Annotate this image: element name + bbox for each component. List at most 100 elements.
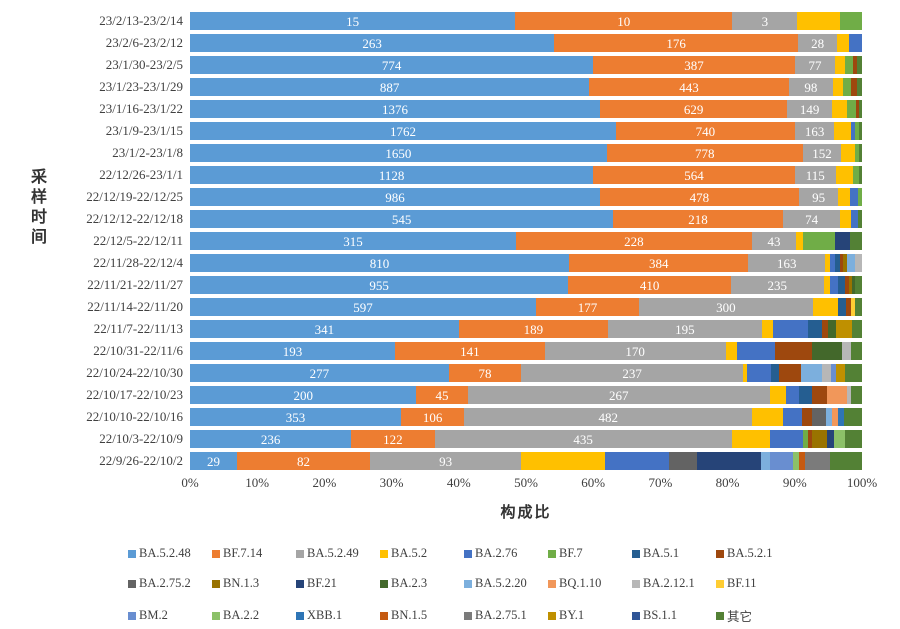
legend-swatch-icon bbox=[296, 611, 304, 620]
bar-segment bbox=[807, 320, 822, 338]
legend-label: BA.2.12.1 bbox=[643, 576, 695, 590]
segment-value-label: 193 bbox=[282, 343, 303, 359]
legend-label: BN.1.5 bbox=[391, 608, 428, 622]
legend-label: BA.5.2 bbox=[391, 546, 428, 560]
legend-label: BF.21 bbox=[307, 576, 337, 590]
bar-segment bbox=[772, 320, 808, 338]
stacked-bar: 986 478 95 bbox=[190, 188, 862, 206]
bar-segment bbox=[844, 408, 862, 426]
category-label: 22/10/31-22/11/6 bbox=[93, 343, 183, 358]
bar-segment: 176 bbox=[554, 34, 799, 52]
stacked-bar: 263 176 28 bbox=[190, 34, 862, 52]
bar-segment: 887 bbox=[190, 78, 590, 96]
legend-swatch-icon bbox=[716, 549, 724, 558]
segment-value-label: 387 bbox=[684, 57, 704, 73]
bar-segment bbox=[828, 320, 837, 338]
segment-value-label: 955 bbox=[369, 277, 389, 293]
bar-segment bbox=[725, 342, 737, 360]
x-tick-label: 0% bbox=[181, 475, 199, 490]
segment-value-label: 10 bbox=[617, 13, 631, 29]
bar-segment bbox=[845, 364, 862, 382]
legend-label: BA.2.76 bbox=[475, 546, 518, 560]
bar-row: 22/11/28-22/12/4 810 384 163 bbox=[0, 254, 862, 272]
legend-item: BA.2.12.1 bbox=[632, 576, 716, 591]
bar-segment bbox=[799, 386, 812, 404]
bar-segment: 74 bbox=[782, 210, 841, 228]
legend-swatch-icon bbox=[632, 611, 640, 620]
stacked-bar: 955 410 235 bbox=[190, 276, 862, 294]
segment-value-label: 597 bbox=[353, 299, 373, 315]
x-tick-label: 90% bbox=[782, 475, 807, 490]
bar-segment: 810 bbox=[190, 254, 569, 272]
bar-segment bbox=[833, 78, 844, 96]
bar-segment bbox=[802, 232, 836, 250]
legend-label: BQ.1.10 bbox=[559, 576, 602, 590]
bar-segment bbox=[859, 100, 862, 118]
bar-row: 22/12/19-22/12/25 986 478 95 bbox=[0, 188, 862, 206]
segment-value-label: 98 bbox=[804, 79, 818, 95]
segment-value-label: 77 bbox=[808, 57, 822, 73]
legend-item: BQ.1.10 bbox=[548, 576, 632, 591]
bar-segment: 387 bbox=[593, 56, 795, 74]
bar-segment bbox=[845, 430, 862, 448]
bar-segment bbox=[843, 78, 852, 96]
legend-label: BA.2.75.2 bbox=[139, 576, 191, 590]
bar-segment bbox=[838, 276, 845, 294]
legend-swatch-icon bbox=[212, 549, 220, 558]
legend-label: BA.5.2.49 bbox=[307, 546, 359, 560]
segment-value-label: 986 bbox=[385, 189, 405, 205]
bar-segment bbox=[835, 232, 850, 250]
bar-segment: 115 bbox=[794, 166, 836, 184]
segment-value-label: 228 bbox=[624, 233, 644, 249]
bar-segment bbox=[855, 254, 862, 272]
bar-row: 22/10/24-22/10/30 277 78 237 bbox=[0, 364, 862, 382]
x-tick-label: 70% bbox=[648, 475, 673, 490]
legend-swatch-icon bbox=[128, 579, 136, 588]
bar-segment bbox=[807, 430, 813, 448]
segment-value-label: 740 bbox=[695, 123, 716, 139]
legend-label: BA.2.75.1 bbox=[475, 608, 527, 622]
bar-segment: 28 bbox=[798, 34, 838, 52]
segment-value-label: 384 bbox=[648, 255, 669, 271]
bar-segment bbox=[853, 166, 859, 184]
bar-segment bbox=[855, 122, 860, 140]
bar-segment bbox=[521, 452, 606, 470]
x-axis-title: 构成比 bbox=[500, 505, 552, 521]
bar-segment bbox=[798, 452, 806, 470]
bar-segment: 236 bbox=[190, 430, 352, 448]
category-label: 22/12/5-22/12/11 bbox=[93, 233, 183, 248]
legend-label: BY.1 bbox=[559, 608, 585, 622]
bar-segment: 482 bbox=[464, 408, 753, 426]
bar-segment bbox=[802, 408, 812, 426]
bar-segment bbox=[835, 56, 845, 74]
legend-label: BN.1.3 bbox=[223, 576, 260, 590]
bar-segment: 564 bbox=[593, 166, 795, 184]
bar-row: 22/10/31-22/11/6 193 141 170 bbox=[0, 342, 862, 360]
bar-segment bbox=[840, 210, 851, 228]
legend-swatch-icon bbox=[632, 579, 640, 588]
bar-segment bbox=[847, 254, 856, 272]
bar-segment: 3 bbox=[732, 12, 798, 30]
bar-segment bbox=[847, 386, 852, 404]
legend-item: BA.5.2.49 bbox=[296, 546, 380, 561]
bar-segment bbox=[857, 78, 862, 96]
legend-swatch-icon bbox=[464, 579, 472, 588]
bar-segment: 10 bbox=[515, 12, 733, 30]
bar-segment bbox=[839, 254, 844, 272]
legend-item: BA.2.76 bbox=[464, 546, 548, 561]
bar-segment bbox=[823, 276, 831, 294]
bar-row: 23/1/30-23/2/5 774 387 77 bbox=[0, 56, 862, 74]
bar-segment: 193 bbox=[190, 342, 395, 360]
legend-label: BF.7 bbox=[559, 546, 583, 560]
legend-item: BF.7 bbox=[548, 546, 632, 561]
stacked-bar: 193 141 170 bbox=[190, 342, 862, 360]
x-tick-label: 40% bbox=[446, 475, 471, 490]
bar-segment bbox=[821, 320, 829, 338]
bar-segment bbox=[805, 452, 831, 470]
legend-swatch-icon bbox=[212, 579, 220, 588]
bar-row: 22/10/17-22/10/23 200 45 267 bbox=[0, 386, 862, 404]
bar-segment bbox=[835, 166, 854, 184]
bar-segment: 218 bbox=[613, 210, 783, 228]
bar-segment: 410 bbox=[568, 276, 731, 294]
